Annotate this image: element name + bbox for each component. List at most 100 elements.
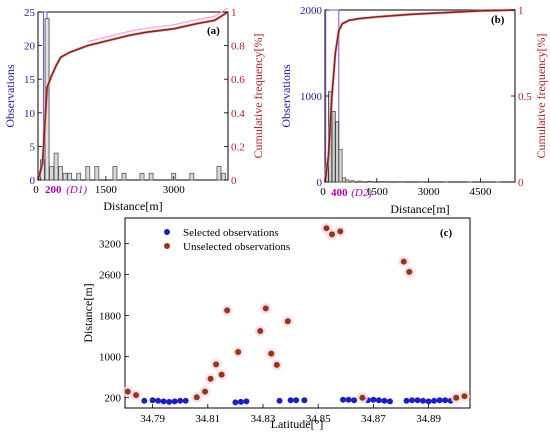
panel-a-ylabel-right: Cumulative frequency[%] [251,34,265,159]
y-tick-label: 1800 [99,311,122,323]
histogram-bar [58,166,64,181]
point-unselected [218,371,225,378]
histogram-bar [67,172,73,181]
point-unselected [202,388,209,395]
legend: Selected observations Unselected observa… [164,227,290,253]
y2-tick-label: 0.5 [518,91,532,103]
legend-marker-unselected [164,243,170,249]
point-unselected [193,394,200,401]
histogram-bar [331,111,336,183]
x-tick-label: 34.79 [140,413,165,425]
histogram-bar [367,180,372,183]
point-selected [375,397,382,404]
histogram-bar [112,166,118,181]
histogram-bar [335,121,340,183]
panel-b-threshold-label: 400 (D2) [331,187,372,199]
point-selected [420,397,427,404]
x-tick-label: 34.85 [306,413,331,425]
panel-a-label: (a) [207,25,220,37]
histogram-bar [350,180,355,183]
point-unselected [268,350,275,357]
histogram-bar [341,177,346,183]
point-unselected [461,393,468,400]
panel-b-ylabel: Observations [279,64,293,128]
y-tick-label: 1000 [99,352,122,364]
y2-tick-label: 0 [231,175,237,187]
point-selected [431,397,438,404]
panel-b-ylabel-right: Cumulative frequency[%] [534,34,548,159]
panel-b: 0 1000 2000 0 0.5 1 0 1500 3000 4500 (b) Observat… [279,5,548,216]
point-unselected [262,305,269,312]
point-selected [160,398,167,405]
x-tick-label: 34.83 [251,413,276,425]
histogram-bar [338,148,343,183]
x-tick-label: 1500 [366,186,389,198]
cdf-upper-line [87,7,229,43]
x-tick-label: 1500 [95,184,118,196]
cdf-line [324,9,516,183]
point-selected [381,397,388,404]
point-selected [403,397,410,404]
y2-tick-label: 1 [231,7,237,19]
x-tick-label: 0 [320,186,326,198]
y-tick-label: 0 [317,177,323,189]
point-selected [301,397,308,404]
x-tick-label: 3000 [163,184,186,196]
legend-marker-selected [164,229,170,235]
panel-a-xlabel: Distance[m] [103,199,162,213]
y-tick-label: 2600 [99,269,122,281]
histogram-bar [189,172,195,181]
point-selected [414,397,421,404]
point-selected [166,398,173,405]
y-tick-label: 200 [105,393,122,405]
histogram-bar [76,172,82,181]
point-selected [276,397,283,404]
histogram-bar [139,172,145,181]
histogram-bar [94,166,100,181]
histogram-bar [345,179,350,183]
point-selected [141,397,148,404]
y-tick-label: 3200 [99,239,122,251]
point-unselected [337,228,344,235]
point-selected [243,398,250,405]
histogram-bar [357,180,362,183]
panel-b-label: (b) [491,14,505,26]
histogram-bar [381,181,386,183]
point-unselected [453,394,460,401]
x-tick-label: 3000 [418,186,441,198]
point-selected [340,396,347,403]
y-tick-label: 0 [30,175,36,187]
point-selected [182,397,189,404]
point-selected [149,397,156,404]
y-tick-label: 15 [24,74,36,86]
y2-tick-label: 0 [518,177,524,189]
point-selected [351,397,358,404]
point-selected [345,396,352,403]
x-tick-label: 4500 [469,186,492,198]
x-tick-label: 34.81 [195,413,220,425]
point-selected [237,398,244,405]
point-unselected [124,388,131,395]
y2-tick-label: 0.2 [231,141,245,153]
point-selected [177,397,184,404]
point-selected [232,399,239,406]
point-unselected [273,361,280,368]
point-unselected [323,225,330,232]
y-tick-label: 1000 [300,91,323,103]
histogram-bar [121,172,127,181]
point-unselected [213,361,220,368]
point-unselected [329,231,335,238]
point-unselected [207,375,214,382]
point-unselected [284,318,291,325]
legend-label-unselected: Unselected observations [183,241,290,253]
point-selected [293,397,300,404]
histogram-bar [53,152,59,181]
point-selected [409,397,416,404]
y2-tick-label: 0.6 [231,74,245,86]
point-selected [370,396,377,403]
point-unselected [359,394,366,401]
point-selected [171,398,178,405]
panel-c-xlabel: Latitude[°] [271,417,324,431]
